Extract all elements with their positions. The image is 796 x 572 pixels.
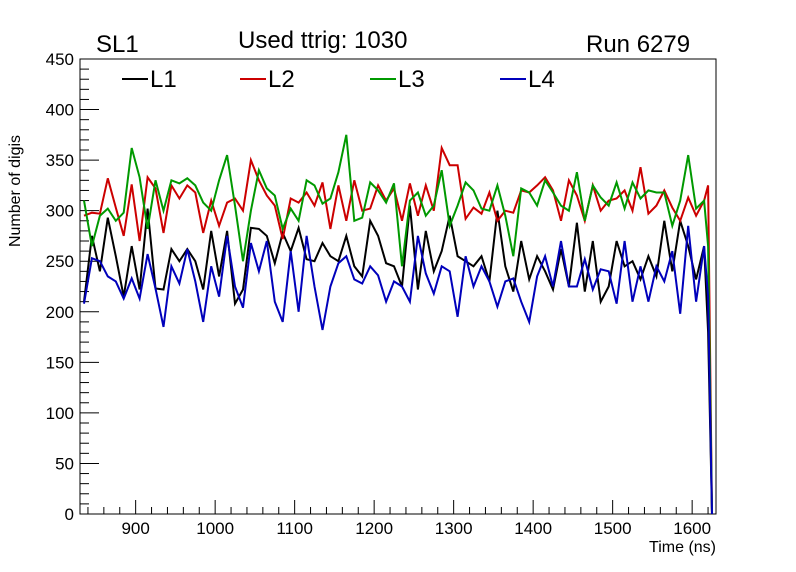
y-tick-label: 300: [46, 202, 74, 221]
series-group: [83, 134, 713, 515]
tick-labels: 900 1000 1100 1200 1300 1400 1500 1600 0 50 100 150…: [46, 50, 711, 538]
x-tick-label: 1100: [276, 519, 313, 538]
series-line-l2: [83, 144, 713, 515]
x-tick-label: 1200: [355, 519, 393, 538]
x-axis-title: Time (ns): [649, 539, 716, 556]
legend: L1 L2 L3 L4: [122, 66, 555, 93]
superlayer-label: SL1: [96, 31, 139, 58]
y-tick-label: 100: [46, 404, 74, 423]
legend-label-l3: L3: [398, 66, 425, 93]
plot-frame: [79, 58, 717, 515]
y-tick-label: 350: [46, 151, 74, 170]
legend-label-l2: L2: [268, 66, 295, 93]
y-axis-title: Number of digis: [7, 135, 24, 247]
y-tick-label: 200: [46, 303, 74, 322]
run-label: Run 6279: [586, 31, 690, 58]
x-tick-label: 1000: [196, 519, 234, 538]
y-tick-label: 150: [46, 353, 74, 372]
chart-title: Used ttrig: 1030: [238, 27, 407, 54]
y-tick-label: 50: [55, 454, 74, 473]
y-tick-label: 400: [46, 101, 74, 120]
y-tick-label: 450: [46, 50, 74, 69]
x-tick-label: 900: [121, 519, 149, 538]
x-tick-label: 1300: [435, 519, 473, 538]
x-tick-label: 1600: [673, 519, 711, 538]
y-tick-label: 0: [65, 505, 74, 524]
series-line-l3: [83, 134, 713, 515]
legend-label-l1: L1: [150, 66, 177, 93]
x-tick-label: 1400: [514, 519, 552, 538]
series-line-l4: [83, 225, 713, 515]
legend-label-l4: L4: [528, 66, 555, 93]
axis-ticks: [80, 58, 709, 515]
x-tick-label: 1500: [594, 519, 632, 538]
y-tick-label: 250: [46, 252, 74, 271]
